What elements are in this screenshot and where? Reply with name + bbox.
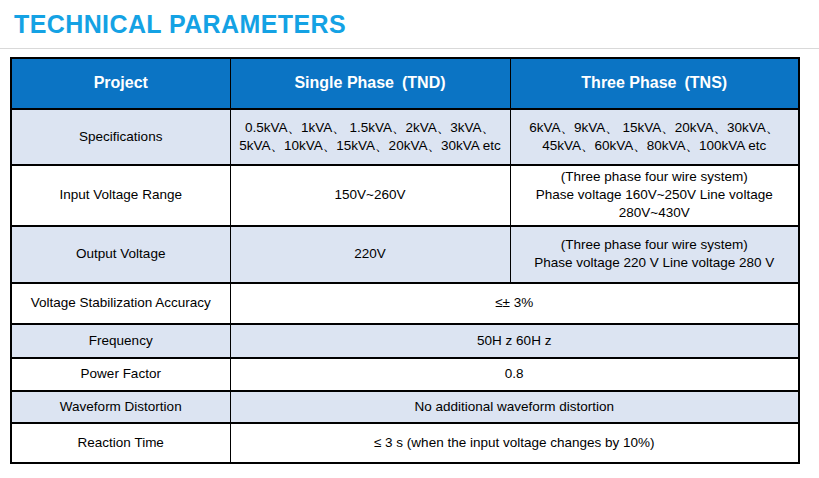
table-row-waveform-distortion: Waveform Distortion No additional wavefo… bbox=[11, 391, 799, 423]
cell-specifications-single-phase: 0.5kVA、1kVA、 1.5kVA、2kVA、3kVA、5kVA、10kVA… bbox=[230, 109, 510, 165]
column-header-single-phase: Single Phase (TND) bbox=[230, 58, 510, 109]
table-row-voltage-stabilization-accuracy: Voltage Stabilization Accuracy ≤± 3% bbox=[11, 283, 799, 324]
table-row-input-voltage-range: Input Voltage Range 150V~260V (Three pha… bbox=[11, 165, 799, 226]
cell-specifications-three-phase: 6kVA、9kVA、 15kVA、20kVA、30kVA、45kVA、60kVA… bbox=[510, 109, 799, 165]
table-row-reaction-time: Reaction Time ≤ 3 s (when the input volt… bbox=[11, 423, 799, 463]
row-label-input-voltage-range: Input Voltage Range bbox=[11, 165, 230, 226]
technical-parameters-table: Project Single Phase (TND) Three Phase (… bbox=[10, 57, 800, 464]
cell-reaction-time-value: ≤ 3 s (when the input voltage changes by… bbox=[230, 423, 799, 463]
cell-power-factor-value: 0.8 bbox=[230, 358, 799, 391]
table-row-specifications: Specifications 0.5kVA、1kVA、 1.5kVA、2kVA、… bbox=[11, 109, 799, 165]
cell-output-voltage-three-phase: (Three phase four wire system) Phase vol… bbox=[510, 226, 799, 283]
row-label-frequency: Frequency bbox=[11, 324, 230, 358]
cell-input-voltage-three-phase: (Three phase four wire system) Phase vol… bbox=[510, 165, 799, 226]
row-label-voltage-stabilization-accuracy: Voltage Stabilization Accuracy bbox=[11, 283, 230, 324]
cell-output-voltage-single-phase: 220V bbox=[230, 226, 510, 283]
table-row-frequency: Frequency 50H z 60H z bbox=[11, 324, 799, 358]
row-label-power-factor: Power Factor bbox=[11, 358, 230, 391]
column-header-project: Project bbox=[11, 58, 230, 109]
table-row-output-voltage: Output Voltage 220V (Three phase four wi… bbox=[11, 226, 799, 283]
cell-voltage-stabilization-accuracy-value: ≤± 3% bbox=[230, 283, 799, 324]
row-label-waveform-distortion: Waveform Distortion bbox=[11, 391, 230, 423]
header-divider bbox=[0, 48, 819, 49]
page: TECHNICAL PARAMETERS Project Single Phas… bbox=[0, 0, 819, 478]
cell-frequency-value: 50H z 60H z bbox=[230, 324, 799, 358]
row-label-reaction-time: Reaction Time bbox=[11, 423, 230, 463]
row-label-output-voltage: Output Voltage bbox=[11, 226, 230, 283]
table-header-row: Project Single Phase (TND) Three Phase (… bbox=[11, 58, 799, 109]
page-title: TECHNICAL PARAMETERS bbox=[0, 0, 819, 39]
cell-waveform-distortion-value: No additional waveform distortion bbox=[230, 391, 799, 423]
cell-input-voltage-single-phase: 150V~260V bbox=[230, 165, 510, 226]
table-row-power-factor: Power Factor 0.8 bbox=[11, 358, 799, 391]
row-label-specifications: Specifications bbox=[11, 109, 230, 165]
column-header-three-phase: Three Phase (TNS) bbox=[510, 58, 799, 109]
